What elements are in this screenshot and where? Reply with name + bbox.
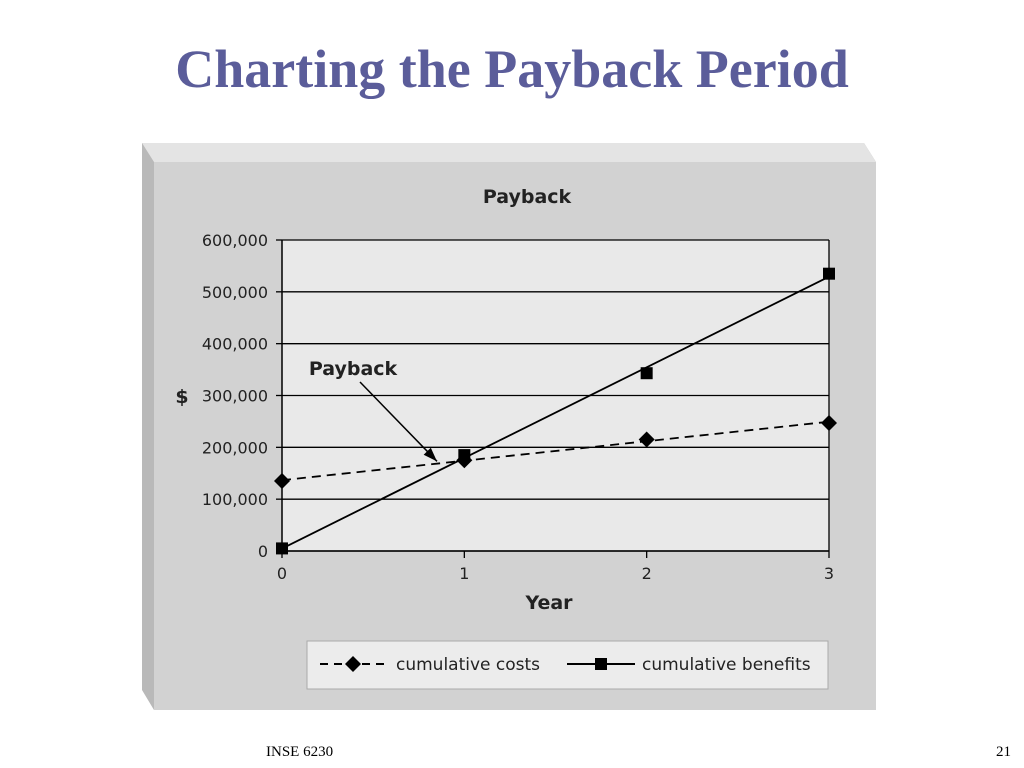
y-tick-label: 500,000 — [202, 283, 268, 302]
x-axis-label: Year — [524, 592, 573, 614]
data-point-cumulative-benefits — [640, 367, 653, 380]
x-tick-label: 1 — [459, 564, 469, 583]
series-line-cumulative-costs — [281, 420, 830, 482]
payback-annotation: Payback — [309, 358, 398, 380]
x-tick-labels: 0 1 2 3 — [277, 564, 834, 583]
legend-costs-marker — [345, 656, 361, 672]
data-point-cumulative-benefits — [458, 449, 471, 462]
y-tick-label: 300,000 — [202, 387, 268, 406]
y-tick-label: 200,000 — [202, 438, 268, 457]
y-tick-labels: 0 100,000 200,000 300,000 400,000 500,000 600,… — [202, 231, 268, 561]
y-tick-label: 100,000 — [202, 490, 268, 509]
chart-frame-top-edge — [142, 143, 876, 162]
legend-costs-label: cumulative costs — [396, 655, 540, 675]
data-point-cumulative-costs — [638, 431, 655, 448]
payback-annotation-arrowhead — [423, 447, 437, 462]
data-point-cumulative-benefits — [276, 542, 288, 555]
slide-title: Charting the Payback Period — [175, 39, 849, 99]
y-tick-label: 600,000 — [202, 231, 268, 250]
legend-benefits-marker — [595, 658, 607, 670]
data-point-cumulative-costs — [274, 473, 290, 490]
payback-annotation-arrow — [359, 381, 438, 462]
data-point-cumulative-benefits — [823, 267, 835, 280]
y-tick-label: 400,000 — [202, 335, 268, 354]
footer-page-number: 21 — [996, 744, 1011, 760]
series-line-cumulative-benefits — [281, 275, 830, 550]
series-layer — [274, 267, 837, 555]
x-tick-label: 3 — [824, 564, 834, 583]
axes — [281, 240, 830, 558]
data-point-cumulative-costs — [821, 414, 837, 431]
y-axis-label: $ — [175, 386, 188, 408]
footer-course-code: INSE 6230 — [266, 744, 334, 760]
legend-benefits-label: cumulative benefits — [642, 655, 811, 675]
x-tick-label: 0 — [277, 564, 287, 583]
x-tick-label: 2 — [642, 564, 652, 583]
chart-title: Payback — [483, 186, 572, 208]
y-tick-label: 0 — [258, 542, 268, 561]
